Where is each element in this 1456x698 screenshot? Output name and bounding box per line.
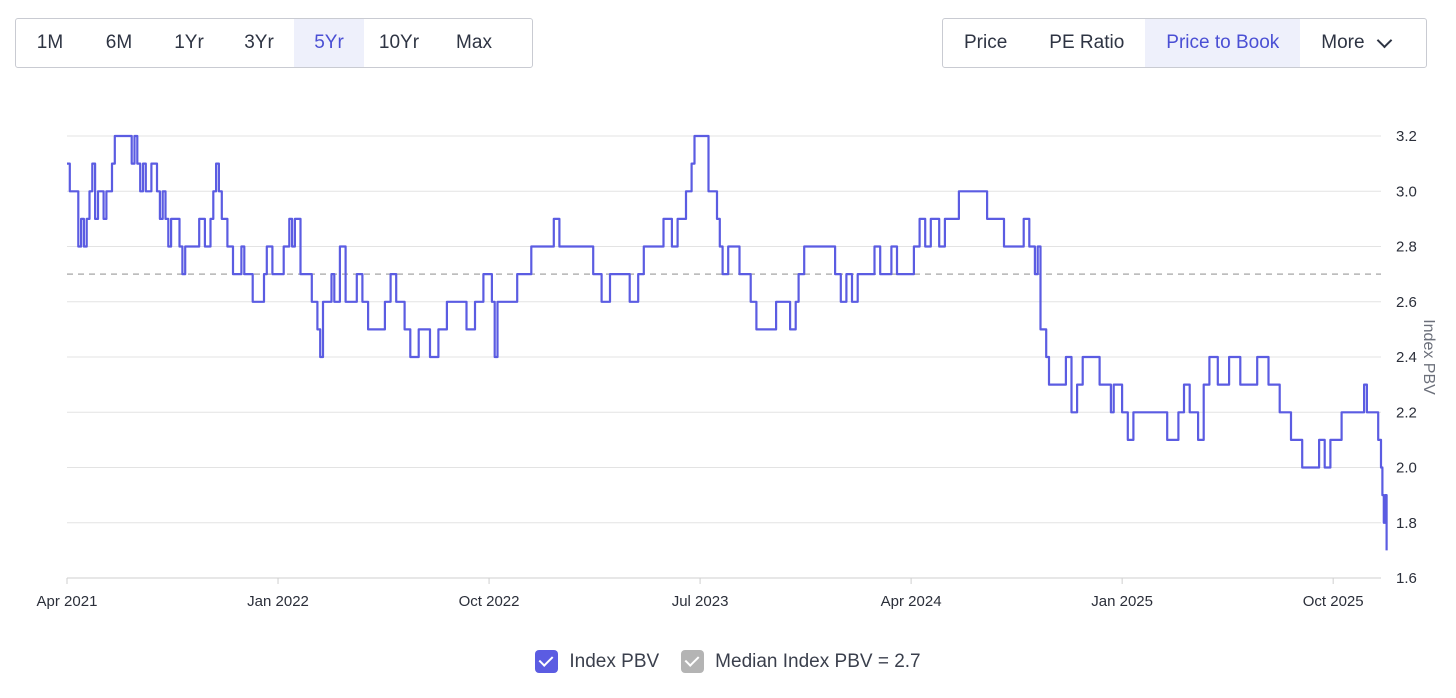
range-button-3yr[interactable]: 3Yr	[244, 32, 274, 53]
legend-label-median: Median Index PBV = 2.7	[715, 650, 921, 672]
x-tick-label: Apr 2021	[37, 593, 98, 610]
y-tick-label: 1.6	[1396, 570, 1417, 587]
x-axis-ticks: Apr 2021 Jan 2022 Oct 2022 Jul 2023 Apr 2024…	[37, 578, 1364, 610]
x-tick-label: Oct 2025	[1303, 593, 1364, 610]
legend-item-median[interactable]: Median Index PBV = 2.7	[681, 650, 921, 673]
metric-button-pe-ratio[interactable]: PE Ratio	[1049, 32, 1125, 53]
metric-selector: Price PE Ratio Price to Book More	[942, 18, 1427, 68]
more-dropdown[interactable]: More	[1300, 19, 1410, 67]
x-tick-label: Jan 2022	[247, 593, 309, 610]
metric-button-price-to-book[interactable]: Price to Book	[1145, 19, 1301, 67]
x-tick-label: Jul 2023	[672, 593, 729, 610]
range-button-5yr[interactable]: 5Yr	[294, 19, 364, 67]
index-pbv-series-line	[67, 134, 1388, 551]
gridlines	[67, 135, 1381, 524]
y-tick-label: 1.8	[1396, 515, 1417, 532]
range-button-max[interactable]: Max	[456, 32, 492, 53]
range-button-6m[interactable]: 6M	[105, 32, 133, 53]
time-range-selector: 1M 6M 1Yr 3Yr 5Yr 10Yr Max	[15, 18, 533, 68]
range-button-1m[interactable]: 1M	[36, 32, 64, 53]
chart-legend: Index PBV Median Index PBV = 2.7	[0, 650, 1456, 673]
y-tick-label: 2.4	[1396, 349, 1417, 366]
checkbox-checked-icon[interactable]	[535, 650, 559, 673]
x-tick-label: Oct 2022	[459, 593, 520, 610]
legend-item-index-pbv[interactable]: Index PBV	[535, 650, 659, 673]
y-tick-label: 2.6	[1396, 294, 1417, 311]
y-tick-label: 2.0	[1396, 460, 1417, 477]
range-button-10yr[interactable]: 10Yr	[378, 32, 420, 53]
x-tick-label: Apr 2024	[881, 593, 942, 610]
y-tick-label: 3.2	[1396, 128, 1417, 145]
more-label: More	[1321, 32, 1365, 53]
checkbox-checked-icon[interactable]	[681, 650, 705, 673]
y-axis-ticks: 1.6 1.8 2.0 2.2 2.4 2.6 2.8 3.0 3.2	[1396, 128, 1417, 587]
y-tick-label: 3.0	[1396, 183, 1417, 200]
legend-label-index-pbv: Index PBV	[569, 650, 660, 672]
metric-button-price[interactable]: Price	[964, 32, 1008, 53]
pbv-line-chart: 1.6 1.8 2.0 2.2 2.4 2.6 2.8 3.0 3.2 Apr 2021 Jan …	[37, 128, 1437, 610]
range-button-1yr[interactable]: 1Yr	[174, 32, 204, 53]
chevron-down-icon	[1376, 32, 1392, 48]
y-axis-title: Index PBV	[1420, 319, 1437, 395]
y-tick-label: 2.2	[1396, 404, 1417, 421]
x-tick-label: Jan 2025	[1091, 593, 1153, 610]
y-tick-label: 2.8	[1396, 239, 1417, 256]
